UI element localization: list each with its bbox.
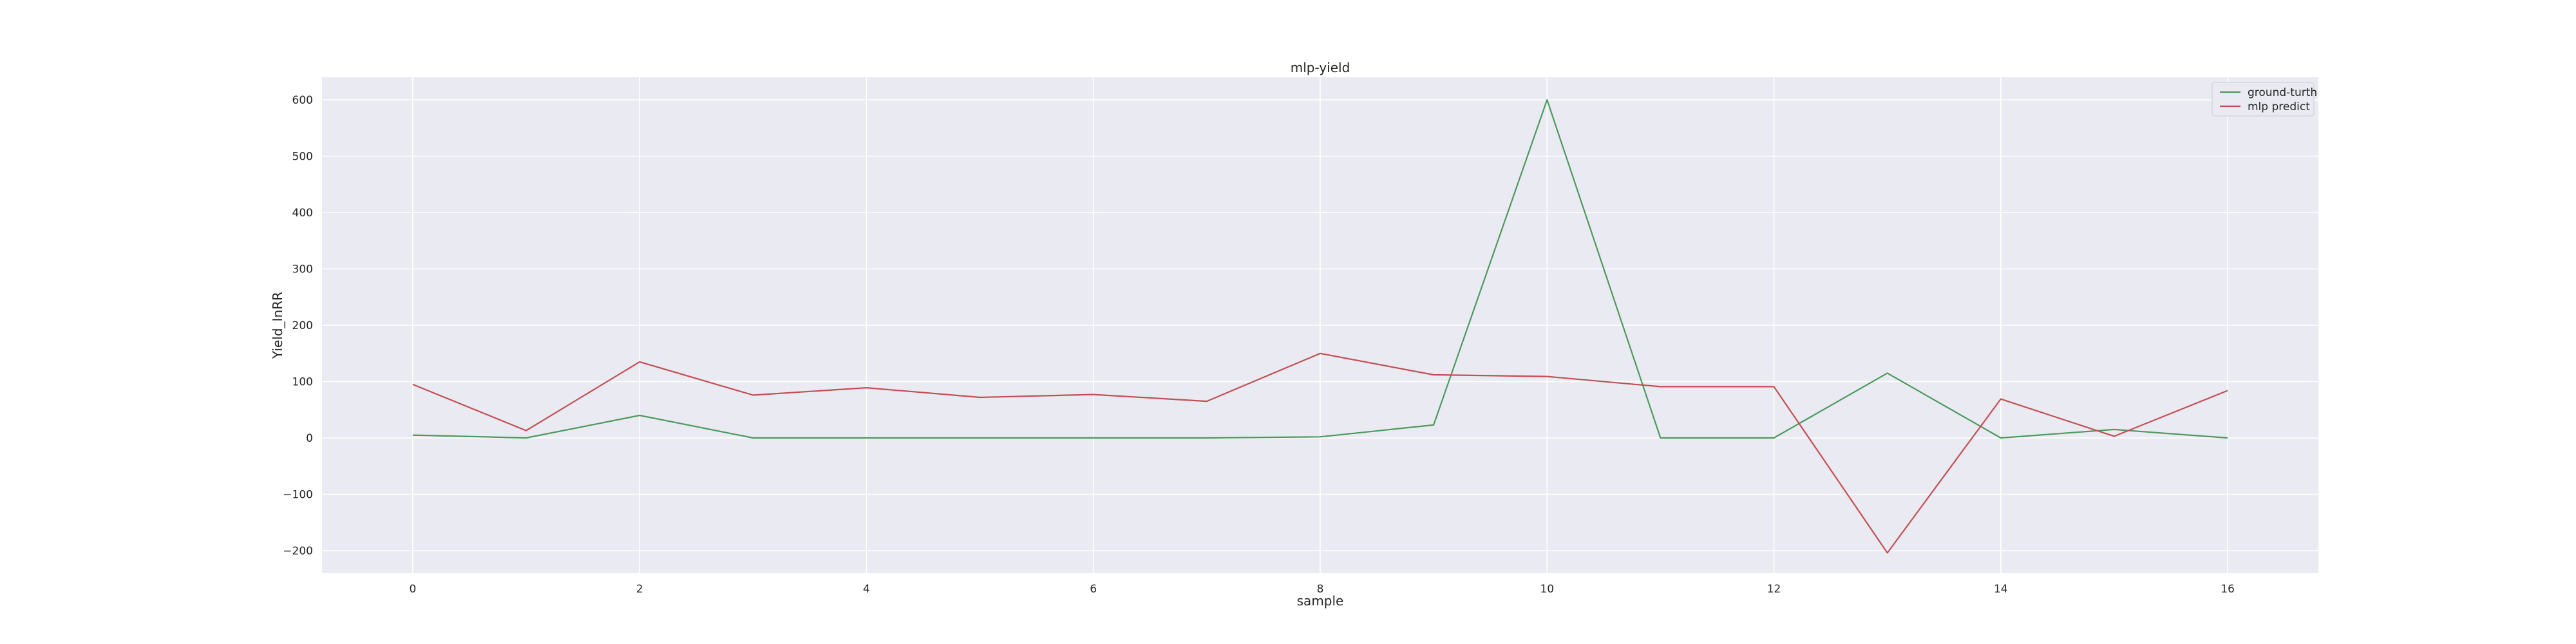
x-axis-label: sample — [1297, 593, 1344, 609]
y-tick-label: 200 — [292, 319, 313, 332]
y-tick-label: 400 — [292, 207, 313, 220]
y-tick-label: 300 — [292, 263, 313, 276]
y-axis-label: Yield_InRR — [270, 292, 285, 359]
x-tick-label: 16 — [2221, 583, 2235, 596]
x-tick-label: 2 — [636, 583, 643, 596]
y-tick-label: 0 — [306, 432, 313, 445]
x-tick-label: 0 — [409, 583, 416, 596]
series-lines — [412, 99, 2228, 554]
y-tick-label: 500 — [292, 151, 313, 164]
x-tick-label: 14 — [1994, 583, 2008, 596]
x-tick-label: 10 — [1540, 583, 1554, 596]
x-tick-label: 6 — [1090, 583, 1097, 596]
series-line-ground-turth — [412, 99, 2228, 439]
grid-lines — [322, 77, 2318, 573]
x-tick-label: 4 — [863, 583, 870, 596]
legend-label: mlp predict — [2248, 100, 2310, 113]
x-tick-label: 8 — [1317, 583, 1324, 596]
y-tick-label: −200 — [283, 545, 313, 558]
y-tick-label: 100 — [292, 376, 313, 389]
y-tick-label: 600 — [292, 94, 313, 107]
legend-box — [2211, 82, 2315, 117]
series-line-mlp-predict — [412, 352, 2228, 554]
legend-label: ground-turth — [2248, 86, 2317, 99]
y-tick-label: −100 — [283, 489, 313, 502]
x-tick-label: 12 — [1767, 583, 1781, 596]
chart-title: mlp-yield — [1291, 60, 1350, 75]
y-tick-labels: −200 −100 0 100 200 300 400 500 600 — [283, 94, 313, 558]
x-tick-labels: 0 2 4 6 8 10 12 14 16 — [409, 583, 2234, 596]
